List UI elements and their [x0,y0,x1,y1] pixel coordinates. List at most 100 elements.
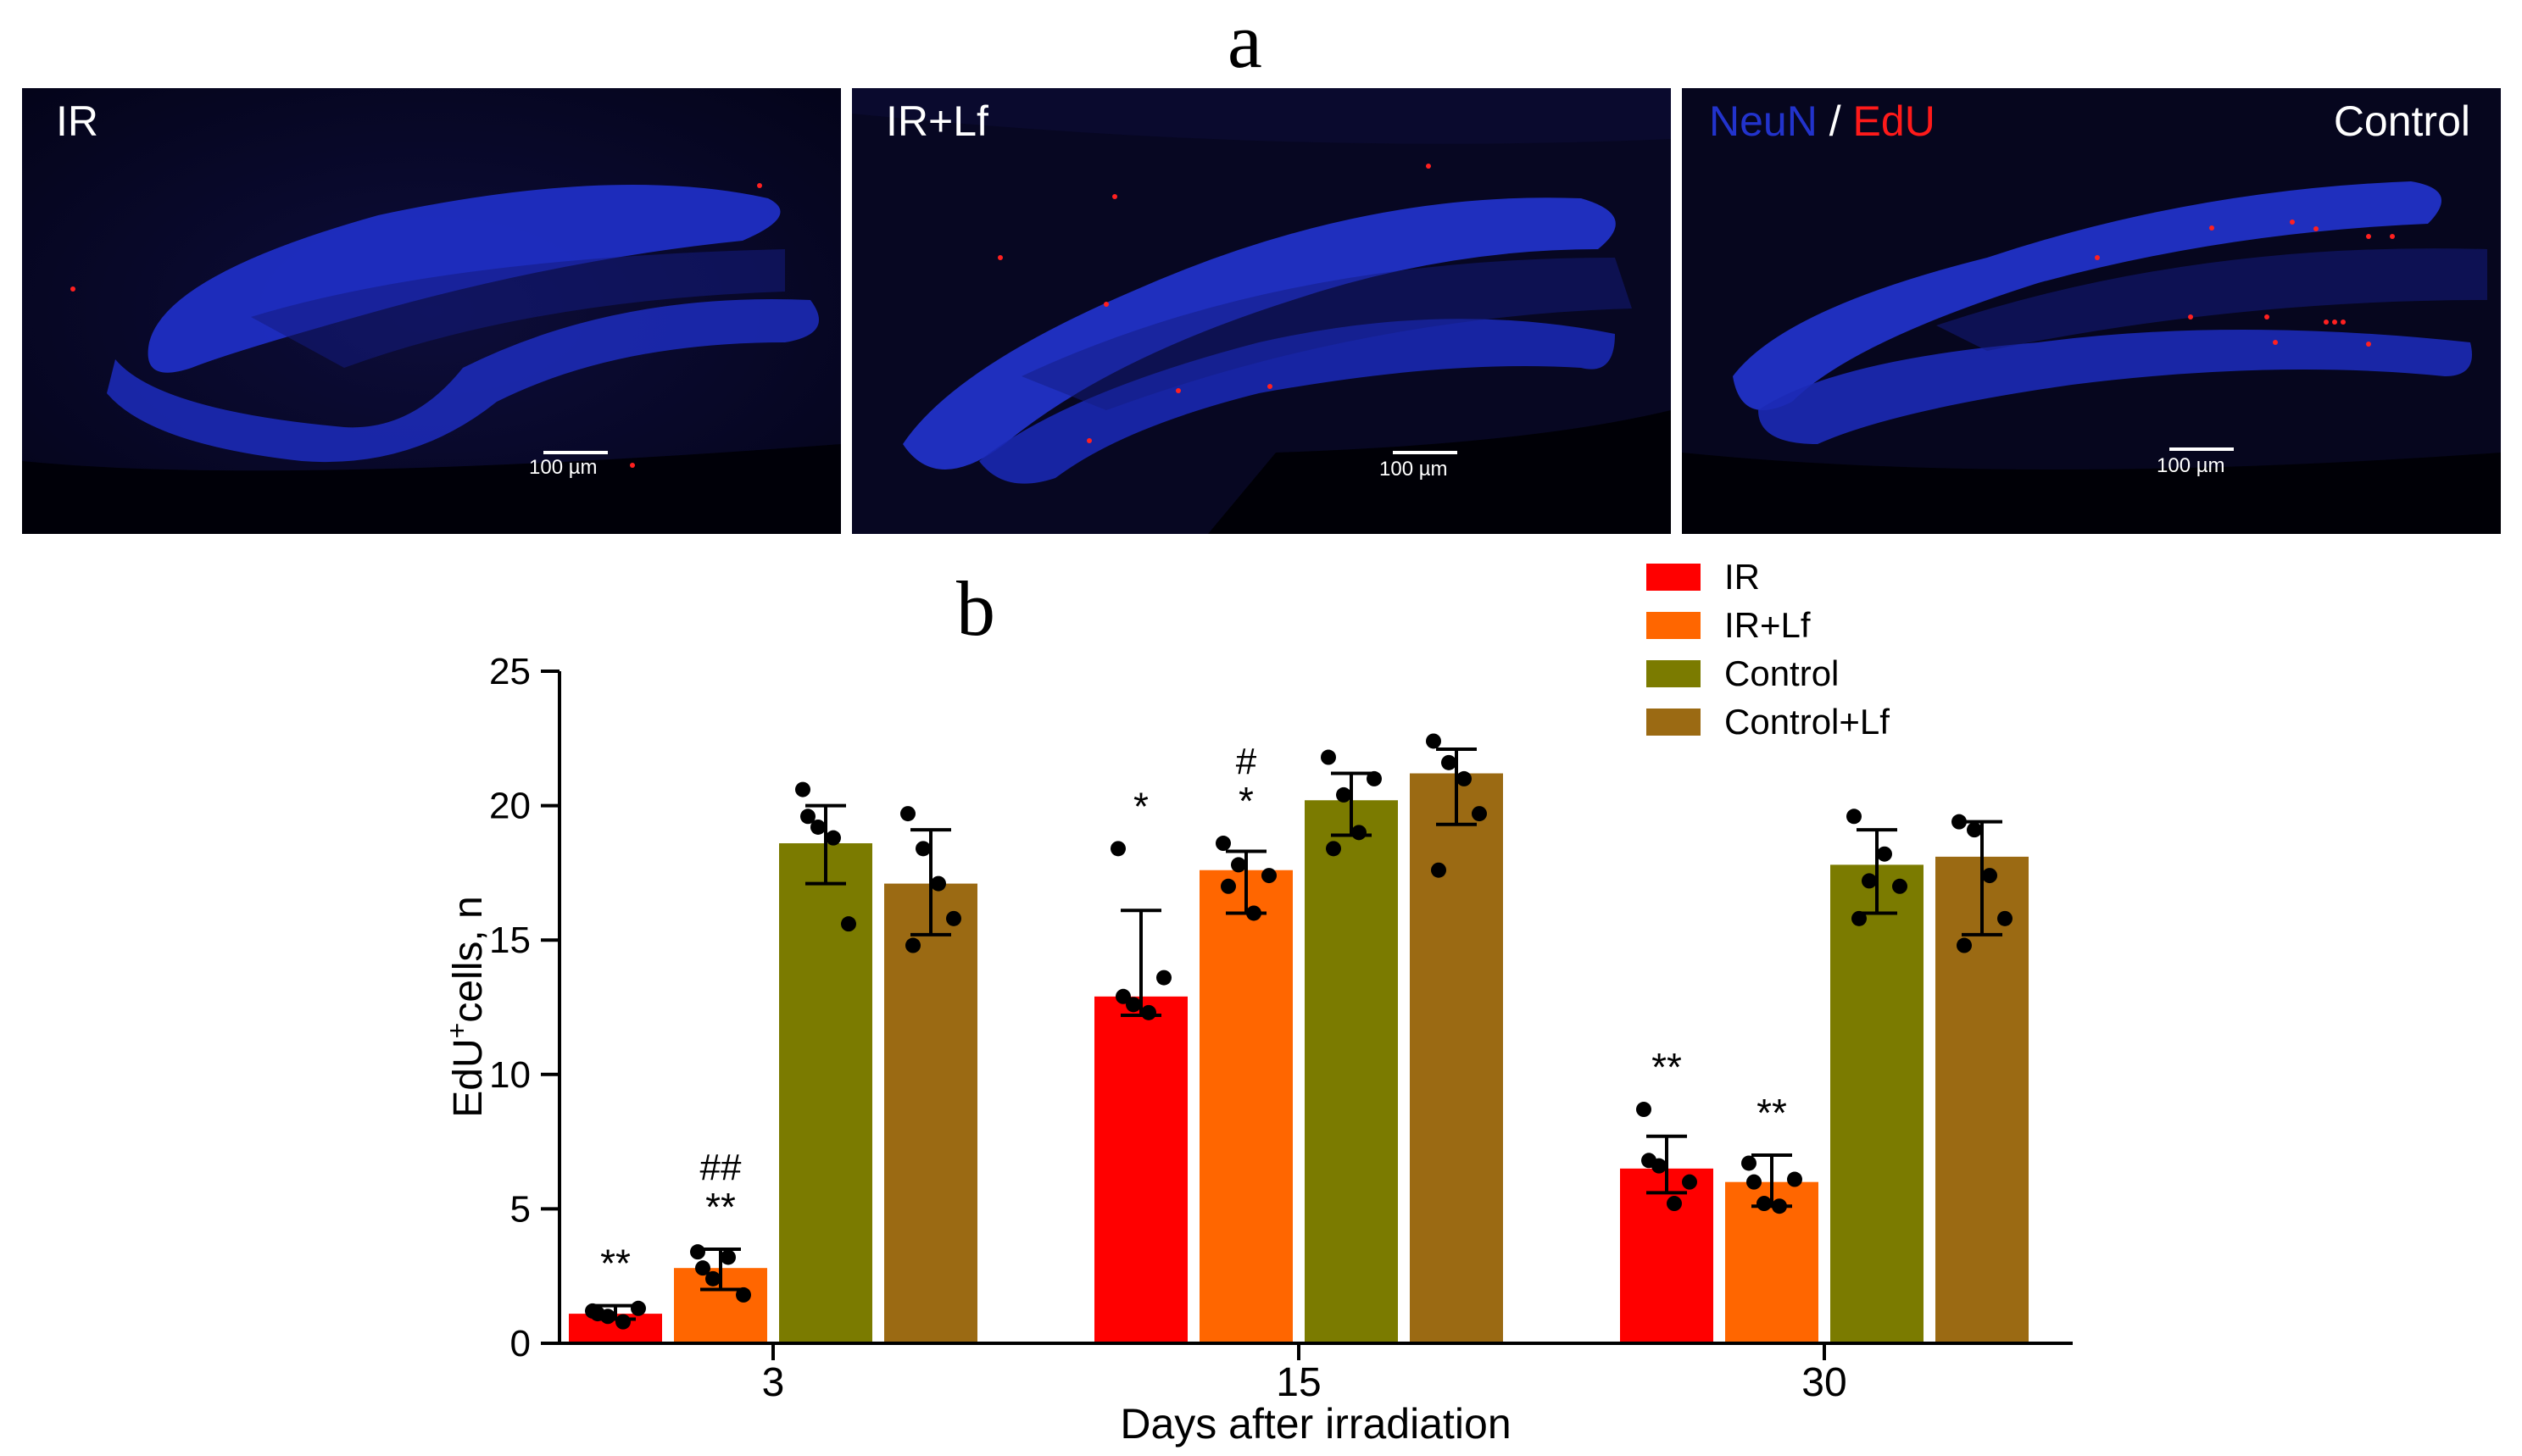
y-tick-label: 0 [510,1323,531,1364]
edu-cell [998,255,1003,260]
edu-cell [1426,164,1431,169]
bar-control-lf-day-15 [1410,773,1503,1343]
data-point [1641,1153,1656,1169]
edu-cell [2290,220,2295,225]
data-point [1772,1198,1787,1214]
data-point [1851,910,1867,926]
data-point [1231,857,1246,873]
data-point [1351,825,1367,841]
legend-label: IR [1724,557,1760,597]
edu-cell [1267,384,1272,389]
bar-control-day-30 [1830,864,1924,1343]
scale-label: 100 µm [529,456,598,479]
data-point [1957,937,1972,953]
bar-control-lf-day-3 [884,883,977,1343]
x-tick-label: 30 [1801,1360,1846,1405]
stain-separator: / [1817,97,1853,145]
significance-mark: ** [600,1242,631,1286]
data-point [826,830,841,846]
scale-label: 100 µm [2157,454,2225,477]
y-axis-title: EdU+cells, n [442,896,491,1117]
bar-control-day-3 [779,843,872,1343]
data-point [705,1270,721,1287]
data-point [905,937,921,953]
edu-cell [2188,314,2193,320]
bar-ir-lf-day-15 [1200,870,1293,1343]
data-point [1221,878,1236,894]
data-point [1472,806,1487,822]
data-point [1336,786,1351,803]
edu-cell [1087,438,1092,443]
data-point [841,916,856,932]
significance-mark: * [1239,779,1254,823]
micrograph-label: Control [2333,97,2470,145]
data-point [1321,749,1336,765]
legend-label: Control+Lf [1724,702,1890,742]
bar-control-day-15 [1305,800,1398,1343]
data-point [1746,1174,1762,1190]
y-tick-label: 20 [489,786,531,827]
data-point [1426,733,1441,749]
data-point [1682,1174,1697,1190]
data-point [1126,997,1141,1013]
data-point [631,1300,646,1316]
data-point [1246,905,1261,921]
data-point [810,819,826,835]
data-point [1982,868,1997,884]
scale-label: 100 µm [1379,458,1448,481]
legend-swatch [1646,709,1701,736]
data-point [1787,1171,1802,1187]
data-point [1846,809,1862,825]
data-point [1636,1102,1651,1118]
stain-edu: EdU [1852,97,1935,145]
micrograph-ir-lf: IR+Lf 100 µm [852,88,1671,534]
data-point [1441,754,1456,770]
data-point [1862,873,1877,889]
y-tick-label: 15 [489,920,531,961]
data-point [1141,1004,1156,1020]
legend-swatch [1646,660,1701,687]
edu-cell [2264,314,2269,320]
scale-bar [1393,451,1457,454]
data-point [1892,878,1907,894]
data-point [690,1244,705,1260]
y-tick-label: 25 [489,651,531,692]
data-point [800,809,816,825]
data-point [900,806,916,822]
y-axis-title-rest: cells, n [446,896,491,1022]
edu-cell [1104,302,1109,307]
edu-cell [2366,234,2371,239]
data-point [795,781,810,797]
legend-swatch [1646,564,1701,591]
significance-mark-hash: # [1236,741,1257,782]
data-point [736,1287,751,1303]
data-point [1367,770,1382,786]
edu-cell [630,463,635,468]
edu-cell [1112,194,1117,199]
edu-cell [2390,234,2395,239]
data-point [1456,770,1472,786]
legend-swatch [1646,612,1701,639]
x-axis-title: Days after irradiation [1120,1400,1511,1448]
bar-ir-lf-day-30 [1725,1181,1818,1343]
edu-cell [2341,320,2346,325]
edu-cell [70,286,75,292]
edu-cell [1176,388,1181,393]
scale-bar [543,451,608,454]
stain-legend: NeuN / EdU [1709,97,1935,146]
data-point [1431,862,1446,878]
legend-label: IR+Lf [1724,605,1811,645]
data-point [916,841,931,857]
data-point [1741,1155,1756,1171]
data-point [1326,841,1341,857]
significance-mark: ** [1651,1045,1682,1089]
legend-label: Control [1724,653,1839,693]
significance-mark-hash: ## [700,1147,742,1188]
data-point [1951,814,1967,830]
edu-cell [2209,225,2214,231]
significance-mark: * [1133,784,1149,828]
y-tick-label: 5 [510,1188,531,1230]
data-point [1967,822,1982,838]
edu-cell [2095,255,2100,260]
bar-control-lf-day-30 [1935,856,2029,1343]
